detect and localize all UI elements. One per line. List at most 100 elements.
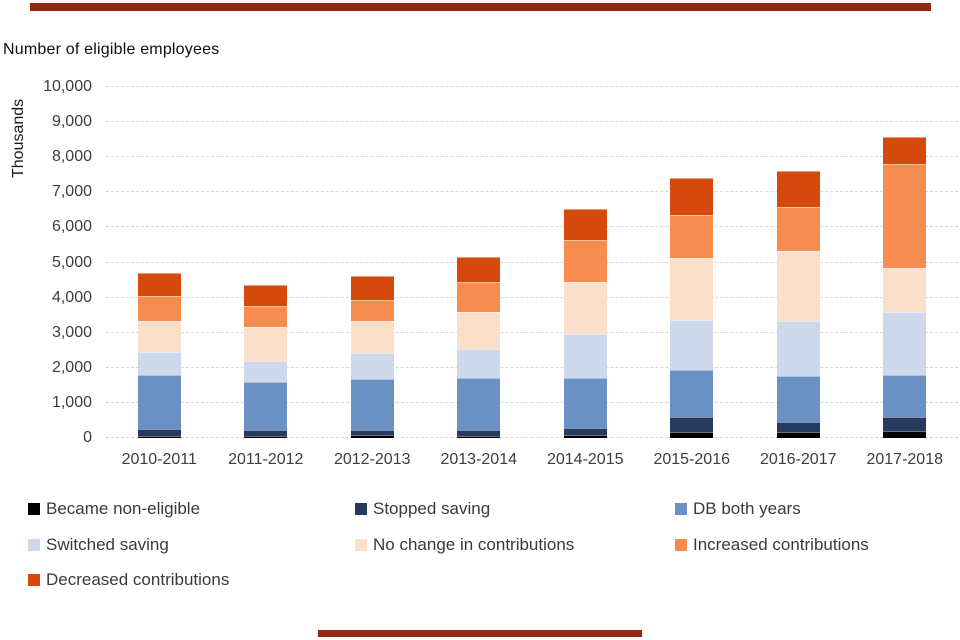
bar-segment [350,379,394,430]
stacked-bar-2017-2018 [883,137,927,438]
stacked-bar-2013-2014 [457,257,501,438]
gridline [106,261,958,263]
legend-swatch [355,503,367,515]
legend-swatch [28,574,40,586]
gridline [106,226,958,228]
bar-segment [670,432,714,438]
bar-segment [244,361,288,383]
chart-title: Number of eligible employees [3,41,220,58]
bar-segment [776,376,820,422]
legend-item: Stopped saving [355,498,490,520]
bar-segment [670,370,714,417]
bar-segment [137,295,181,321]
y-tick-label: 0 [83,429,92,446]
x-tick-label: 2010-2011 [121,451,197,468]
top-red-rule [30,3,931,11]
x-tick-label: 2011-2012 [228,451,304,468]
bar-segment [883,312,927,376]
y-tick-label: 7,000 [51,183,92,201]
legend-swatch [355,539,367,551]
bar-segment [137,375,181,430]
bar-segment [244,306,288,328]
bar-segment [350,435,394,438]
bar-segment [776,421,820,433]
legend-item: DB both years [675,498,801,520]
bar-segment [350,275,394,300]
legend-item: No change in contributions [355,534,574,556]
y-tick-label: 5,000 [51,253,92,271]
bar-segment [244,327,288,362]
y-tick-label: 6,000 [51,218,92,236]
legend-label: Switched saving [46,535,169,554]
bottom-red-rule [318,630,642,637]
legend-item: Became non-eligible [28,498,200,520]
x-tick-label: 2012-2013 [333,451,411,468]
legend-swatch [675,539,687,551]
bar-segment [563,240,607,283]
stacked-bar-2011-2012 [244,285,288,438]
bar-segment [776,321,820,377]
bar-segment [670,215,714,259]
bar-segment [137,320,181,353]
bar-segment [883,431,927,438]
bar-segment [563,282,607,335]
gridline [106,401,958,403]
bar-segment [883,375,927,418]
bar-segment [457,348,501,378]
gridline [106,366,958,368]
bar-segment [776,170,820,208]
legend-label: Became non-eligible [46,499,201,518]
bar-segment [244,436,288,438]
bar-segment [563,377,607,429]
legend-label: Decreased contributions [46,570,230,589]
bar-segment [457,312,501,349]
legend-item: Increased contributions [675,534,869,556]
stacked-bar-2014-2015 [563,208,607,438]
gridline [106,296,958,298]
bar-segment [670,258,714,321]
bar-segment [883,137,927,165]
gridline [106,437,958,438]
bar-segment [457,377,501,430]
bar-segment [670,177,714,216]
y-tick-label: 10,000 [43,78,92,95]
plot-area: 0 1,000 2,000 3,000 4,000 5,000 6,000 7,000 8,00… [43,78,958,468]
bar-segment [244,430,288,437]
bar-segment [137,352,181,376]
stacked-bar-2015-2016 [670,177,714,438]
y-tick-label: 8,000 [51,148,92,166]
bar-segment [563,208,607,241]
gridline [106,156,958,158]
y-tick-label: 9,000 [51,113,92,131]
bar-segment [137,429,181,436]
stacked-bar-2012-2013 [350,275,394,438]
gridline [106,121,958,123]
x-tick-label: 2015-2016 [653,451,730,468]
x-tick-label: 2013-2014 [440,451,517,468]
bar-segment [776,432,820,438]
bar-segment [563,434,607,438]
bar-segment [350,353,394,380]
bar-segment [563,428,607,435]
legend-label: No change in contributions [373,535,575,554]
legend-swatch [28,503,40,515]
gridline [106,331,958,333]
y-tick-label: 4,000 [51,288,92,306]
y-axis-title: Thousands [10,98,27,178]
y-tick-label: 1,000 [51,393,92,411]
bar-segment [883,164,927,269]
legend-label: Stopped saving [373,499,491,518]
legend-item: Switched saving [28,534,169,556]
gridline [106,86,958,87]
bar-segment [457,435,501,438]
bar-segment [137,273,181,296]
y-tick-label: 2,000 [51,358,92,376]
legend-swatch [675,503,687,515]
bar-segment [563,334,607,378]
legend-label: Increased contributions [693,535,869,554]
bar-segment [350,321,394,354]
bar-segment [457,257,501,282]
gridline [106,191,958,193]
bar-segment [244,382,288,431]
